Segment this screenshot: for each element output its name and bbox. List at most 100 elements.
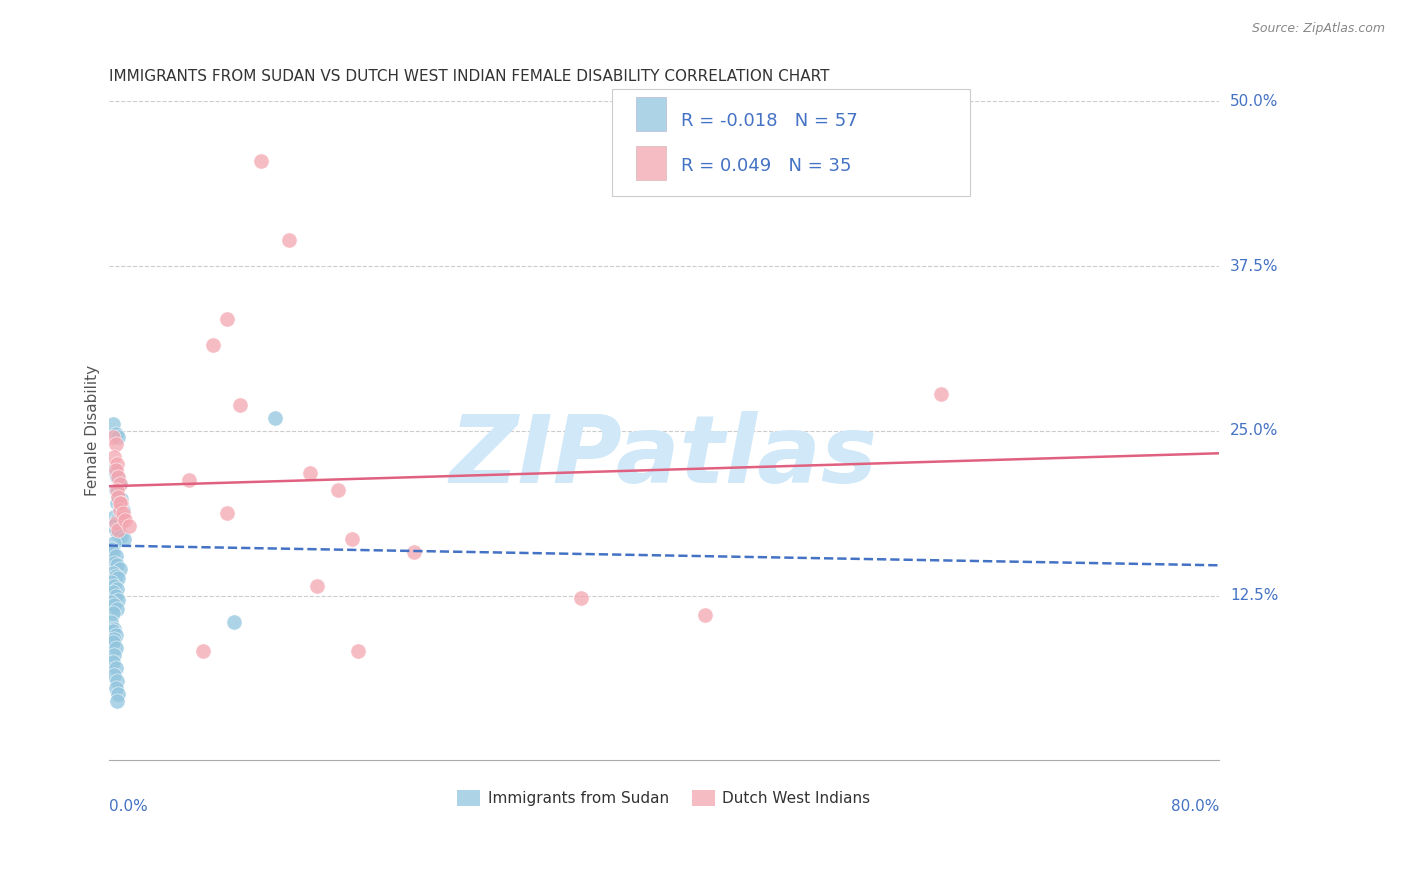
Point — [104, 661, 127, 675]
Legend: Immigrants from Sudan, Dutch West Indians: Immigrants from Sudan, Dutch West Indian… — [451, 784, 876, 812]
Point — [695, 608, 717, 623]
Text: R = 0.049   N = 35: R = 0.049 N = 35 — [681, 157, 851, 175]
Point — [326, 483, 349, 498]
Point — [347, 644, 370, 658]
Point — [179, 473, 201, 487]
Point — [111, 506, 134, 520]
Point — [250, 153, 273, 168]
Point — [103, 632, 125, 647]
Point — [101, 545, 124, 559]
Point — [104, 549, 127, 563]
Point — [107, 526, 129, 541]
Point — [108, 476, 131, 491]
Point — [108, 496, 131, 510]
Point — [100, 575, 122, 590]
Point — [105, 694, 128, 708]
Point — [101, 634, 124, 648]
Point — [104, 426, 127, 441]
Point — [104, 437, 127, 451]
Point — [110, 492, 132, 507]
Text: 12.5%: 12.5% — [1230, 588, 1278, 603]
Point — [101, 566, 124, 581]
Point — [402, 545, 425, 559]
Point — [215, 311, 238, 326]
Point — [107, 572, 129, 586]
Point — [340, 532, 363, 546]
Text: ZIPatlas: ZIPatlas — [450, 411, 877, 503]
Text: R = -0.018   N = 57: R = -0.018 N = 57 — [681, 112, 858, 130]
Text: 37.5%: 37.5% — [1230, 259, 1278, 274]
Point — [107, 470, 129, 484]
Point — [108, 503, 131, 517]
Point — [105, 602, 128, 616]
Point — [278, 233, 301, 247]
Point — [104, 483, 127, 498]
Point — [104, 463, 127, 477]
Point — [105, 496, 128, 510]
Point — [111, 509, 134, 524]
Point — [107, 490, 129, 504]
Text: 80.0%: 80.0% — [1171, 799, 1219, 814]
Point — [305, 579, 328, 593]
Point — [222, 615, 245, 629]
Point — [107, 592, 129, 607]
Point — [114, 514, 136, 528]
Point — [111, 503, 134, 517]
Point — [105, 558, 128, 573]
Point — [108, 500, 131, 515]
Point — [107, 430, 129, 444]
Point — [104, 569, 127, 583]
Point — [105, 582, 128, 596]
Point — [107, 523, 129, 537]
Point — [108, 476, 131, 491]
Point — [101, 518, 124, 533]
Point — [105, 457, 128, 471]
Point — [105, 674, 128, 689]
Point — [107, 490, 129, 504]
Point — [101, 655, 124, 669]
Point — [104, 641, 127, 656]
Point — [191, 644, 214, 658]
Point — [101, 606, 124, 620]
Point — [104, 523, 127, 537]
Point — [101, 584, 124, 599]
Point — [103, 463, 125, 477]
Point — [569, 591, 592, 606]
Point — [931, 387, 953, 401]
Point — [201, 338, 224, 352]
Point — [105, 514, 128, 528]
Point — [100, 542, 122, 557]
Y-axis label: Female Disability: Female Disability — [86, 366, 100, 497]
Point — [103, 648, 125, 662]
Point — [103, 667, 125, 681]
Text: 50.0%: 50.0% — [1230, 94, 1278, 109]
Point — [264, 410, 287, 425]
Point — [105, 470, 128, 484]
Point — [118, 518, 141, 533]
Point — [104, 516, 127, 530]
Point — [105, 483, 128, 498]
Point — [101, 430, 124, 444]
Point — [100, 615, 122, 629]
Text: IMMIGRANTS FROM SUDAN VS DUTCH WEST INDIAN FEMALE DISABILITY CORRELATION CHART: IMMIGRANTS FROM SUDAN VS DUTCH WEST INDI… — [108, 69, 830, 84]
Point — [108, 516, 131, 530]
Text: 0.0%: 0.0% — [108, 799, 148, 814]
Point — [110, 529, 132, 543]
Point — [100, 595, 122, 609]
Point — [108, 562, 131, 576]
Text: Source: ZipAtlas.com: Source: ZipAtlas.com — [1251, 22, 1385, 36]
Point — [103, 556, 125, 570]
Point — [103, 536, 125, 550]
Point — [215, 506, 238, 520]
Point — [103, 622, 125, 636]
Point — [104, 589, 127, 603]
Point — [101, 624, 124, 639]
Point — [103, 579, 125, 593]
Point — [229, 397, 252, 411]
Text: 25.0%: 25.0% — [1230, 424, 1278, 438]
Point — [298, 466, 321, 480]
Point — [112, 532, 135, 546]
Point — [104, 628, 127, 642]
Point — [103, 450, 125, 465]
Point — [103, 598, 125, 612]
